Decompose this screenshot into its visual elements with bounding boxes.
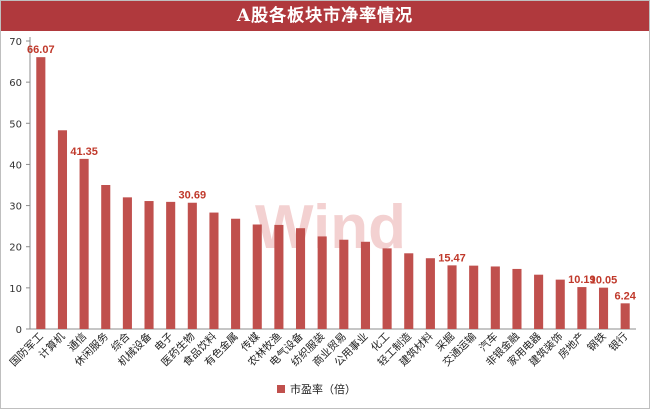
y-tick-label: 50 bbox=[9, 119, 22, 130]
bar bbox=[469, 265, 479, 329]
bar bbox=[144, 201, 154, 329]
bar bbox=[101, 185, 111, 329]
bar bbox=[620, 303, 630, 329]
data-label: 6.24 bbox=[614, 290, 636, 302]
y-tick-label: 10 bbox=[9, 284, 22, 295]
y-tick-label: 40 bbox=[9, 160, 22, 171]
bar bbox=[339, 239, 349, 329]
data-label: 15.47 bbox=[438, 252, 466, 264]
bar bbox=[317, 236, 327, 329]
bar bbox=[57, 130, 68, 329]
bar bbox=[512, 268, 522, 329]
x-tick-label: 钢铁 bbox=[585, 330, 609, 354]
data-label: 66.07 bbox=[27, 44, 55, 56]
x-tick-label: 银行 bbox=[606, 330, 630, 354]
data-label: 10.19 bbox=[568, 274, 596, 286]
bar bbox=[382, 248, 392, 329]
legend-swatch bbox=[277, 385, 285, 393]
bar bbox=[447, 265, 457, 329]
bar bbox=[79, 158, 89, 329]
data-label: 41.35 bbox=[70, 146, 98, 158]
legend-label: 市盈率（倍） bbox=[290, 382, 356, 396]
bar bbox=[231, 218, 241, 329]
bar bbox=[166, 201, 176, 329]
data-label: 10.05 bbox=[590, 275, 618, 287]
bar bbox=[36, 57, 46, 330]
bar bbox=[122, 197, 132, 329]
bar bbox=[295, 228, 306, 329]
bar bbox=[425, 258, 435, 329]
bar bbox=[577, 287, 587, 329]
bar bbox=[490, 266, 500, 329]
y-tick-label: 60 bbox=[9, 78, 22, 89]
chart-title: A股各板块市净率情况 bbox=[1, 1, 649, 31]
y-tick-label: 0 bbox=[16, 325, 22, 336]
bar bbox=[252, 224, 262, 329]
y-tick-label: 30 bbox=[9, 202, 22, 213]
y-tick-label: 70 bbox=[9, 37, 22, 48]
y-tick-label: 20 bbox=[9, 243, 22, 254]
bar bbox=[555, 279, 565, 329]
bar bbox=[534, 274, 544, 329]
bar bbox=[360, 241, 371, 329]
bar bbox=[274, 224, 284, 329]
bar bbox=[209, 212, 219, 329]
bar bbox=[404, 253, 414, 329]
bar bbox=[187, 202, 197, 329]
data-label: 30.69 bbox=[179, 190, 207, 202]
bar bbox=[598, 287, 609, 329]
